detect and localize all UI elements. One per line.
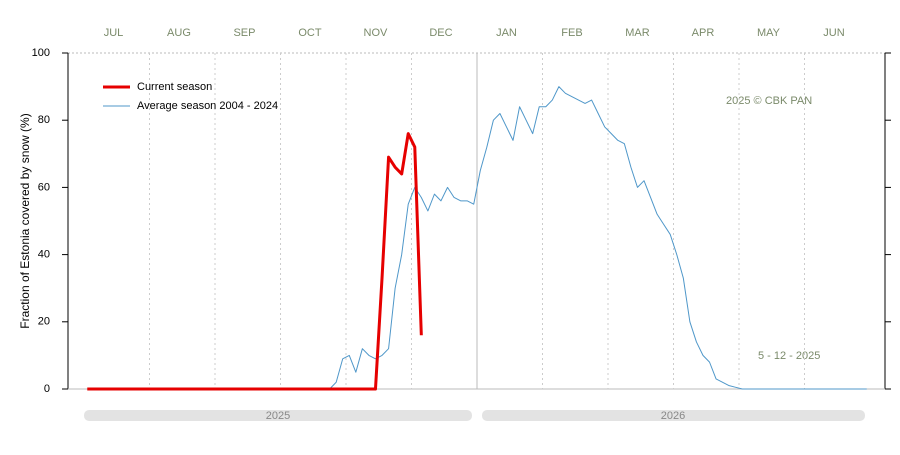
year-label: 2026 xyxy=(661,410,685,422)
year-band xyxy=(482,410,865,421)
legend-label: Average season 2004 - 2024 xyxy=(137,100,278,112)
x-tick-label: MAY xyxy=(757,27,781,39)
x-tick-label: DEC xyxy=(429,27,452,39)
y-tick-label: 20 xyxy=(38,316,50,328)
series-line xyxy=(87,132,423,391)
x-tick-label: APR xyxy=(692,27,715,39)
y-tick-label: 100 xyxy=(32,47,50,59)
x-tick-label: JUN xyxy=(823,27,844,39)
x-tick-label: SEP xyxy=(233,27,255,39)
x-tick-label: NOV xyxy=(364,27,389,39)
y-tick-label: 0 xyxy=(44,383,50,395)
x-tick-label: AUG xyxy=(167,27,191,39)
y-tick-label: 40 xyxy=(38,249,50,261)
y-tick-label: 60 xyxy=(38,181,50,193)
x-tick-label: FEB xyxy=(561,27,582,39)
annotation: 5 - 12 - 2025 xyxy=(758,350,820,362)
x-tick-label: JUL xyxy=(104,27,124,39)
year-label: 2025 xyxy=(266,410,290,422)
year-band xyxy=(84,410,472,421)
legend-label: Current season xyxy=(137,81,212,93)
x-tick-label: MAR xyxy=(625,27,650,39)
y-axis-label: Fraction of Estonia covered by snow (%) xyxy=(18,113,32,328)
y-tick-label: 80 xyxy=(38,114,50,126)
x-tick-label: OCT xyxy=(298,27,322,39)
annotation: 2025 © CBK PAN xyxy=(726,95,812,107)
x-tick-label: JAN xyxy=(496,27,517,39)
